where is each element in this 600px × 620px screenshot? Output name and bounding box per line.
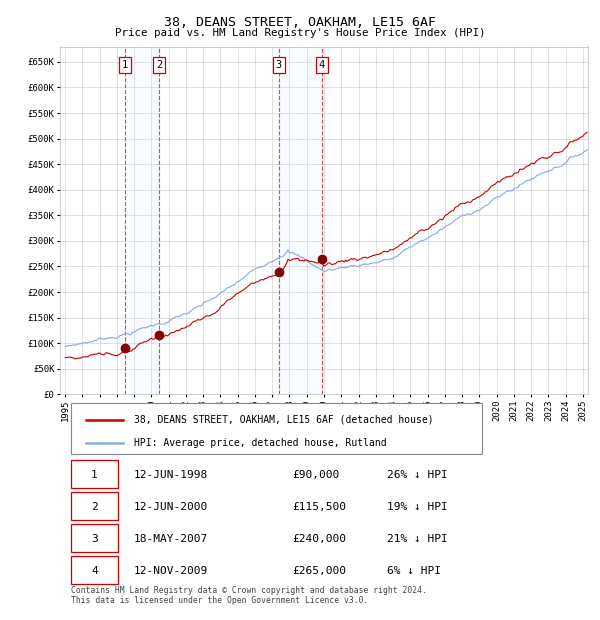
Text: 12-JUN-2000: 12-JUN-2000 — [134, 502, 208, 512]
Text: 2: 2 — [156, 60, 163, 71]
Text: 38, DEANS STREET, OAKHAM, LE15 6AF (detached house): 38, DEANS STREET, OAKHAM, LE15 6AF (deta… — [134, 415, 434, 425]
Text: £240,000: £240,000 — [292, 534, 346, 544]
Text: 1: 1 — [91, 471, 98, 480]
Bar — [125, 46, 159, 394]
Text: 26% ↓ HPI: 26% ↓ HPI — [388, 471, 448, 480]
Text: 12-NOV-2009: 12-NOV-2009 — [134, 566, 208, 577]
Text: Price paid vs. HM Land Registry's House Price Index (HPI): Price paid vs. HM Land Registry's House … — [115, 28, 485, 38]
Text: 1: 1 — [122, 60, 128, 71]
Text: £115,500: £115,500 — [292, 502, 346, 512]
Text: 38, DEANS STREET, OAKHAM, LE15 6AF: 38, DEANS STREET, OAKHAM, LE15 6AF — [164, 16, 436, 29]
Text: HPI: Average price, detached house, Rutland: HPI: Average price, detached house, Rutl… — [134, 438, 386, 448]
FancyBboxPatch shape — [71, 403, 482, 454]
Text: 3: 3 — [275, 60, 282, 71]
Text: £90,000: £90,000 — [292, 471, 340, 480]
FancyBboxPatch shape — [71, 492, 118, 520]
Text: 4: 4 — [319, 60, 325, 71]
Text: 18-MAY-2007: 18-MAY-2007 — [134, 534, 208, 544]
FancyBboxPatch shape — [71, 525, 118, 552]
Text: 3: 3 — [91, 534, 98, 544]
FancyBboxPatch shape — [71, 556, 118, 584]
Text: 6% ↓ HPI: 6% ↓ HPI — [388, 566, 442, 577]
Text: 2: 2 — [91, 502, 98, 512]
Text: 21% ↓ HPI: 21% ↓ HPI — [388, 534, 448, 544]
Text: 4: 4 — [91, 566, 98, 577]
Bar — [278, 46, 322, 394]
Text: £265,000: £265,000 — [292, 566, 346, 577]
FancyBboxPatch shape — [71, 461, 118, 488]
Text: 19% ↓ HPI: 19% ↓ HPI — [388, 502, 448, 512]
Text: 12-JUN-1998: 12-JUN-1998 — [134, 471, 208, 480]
Text: Contains HM Land Registry data © Crown copyright and database right 2024.
This d: Contains HM Land Registry data © Crown c… — [71, 586, 427, 606]
